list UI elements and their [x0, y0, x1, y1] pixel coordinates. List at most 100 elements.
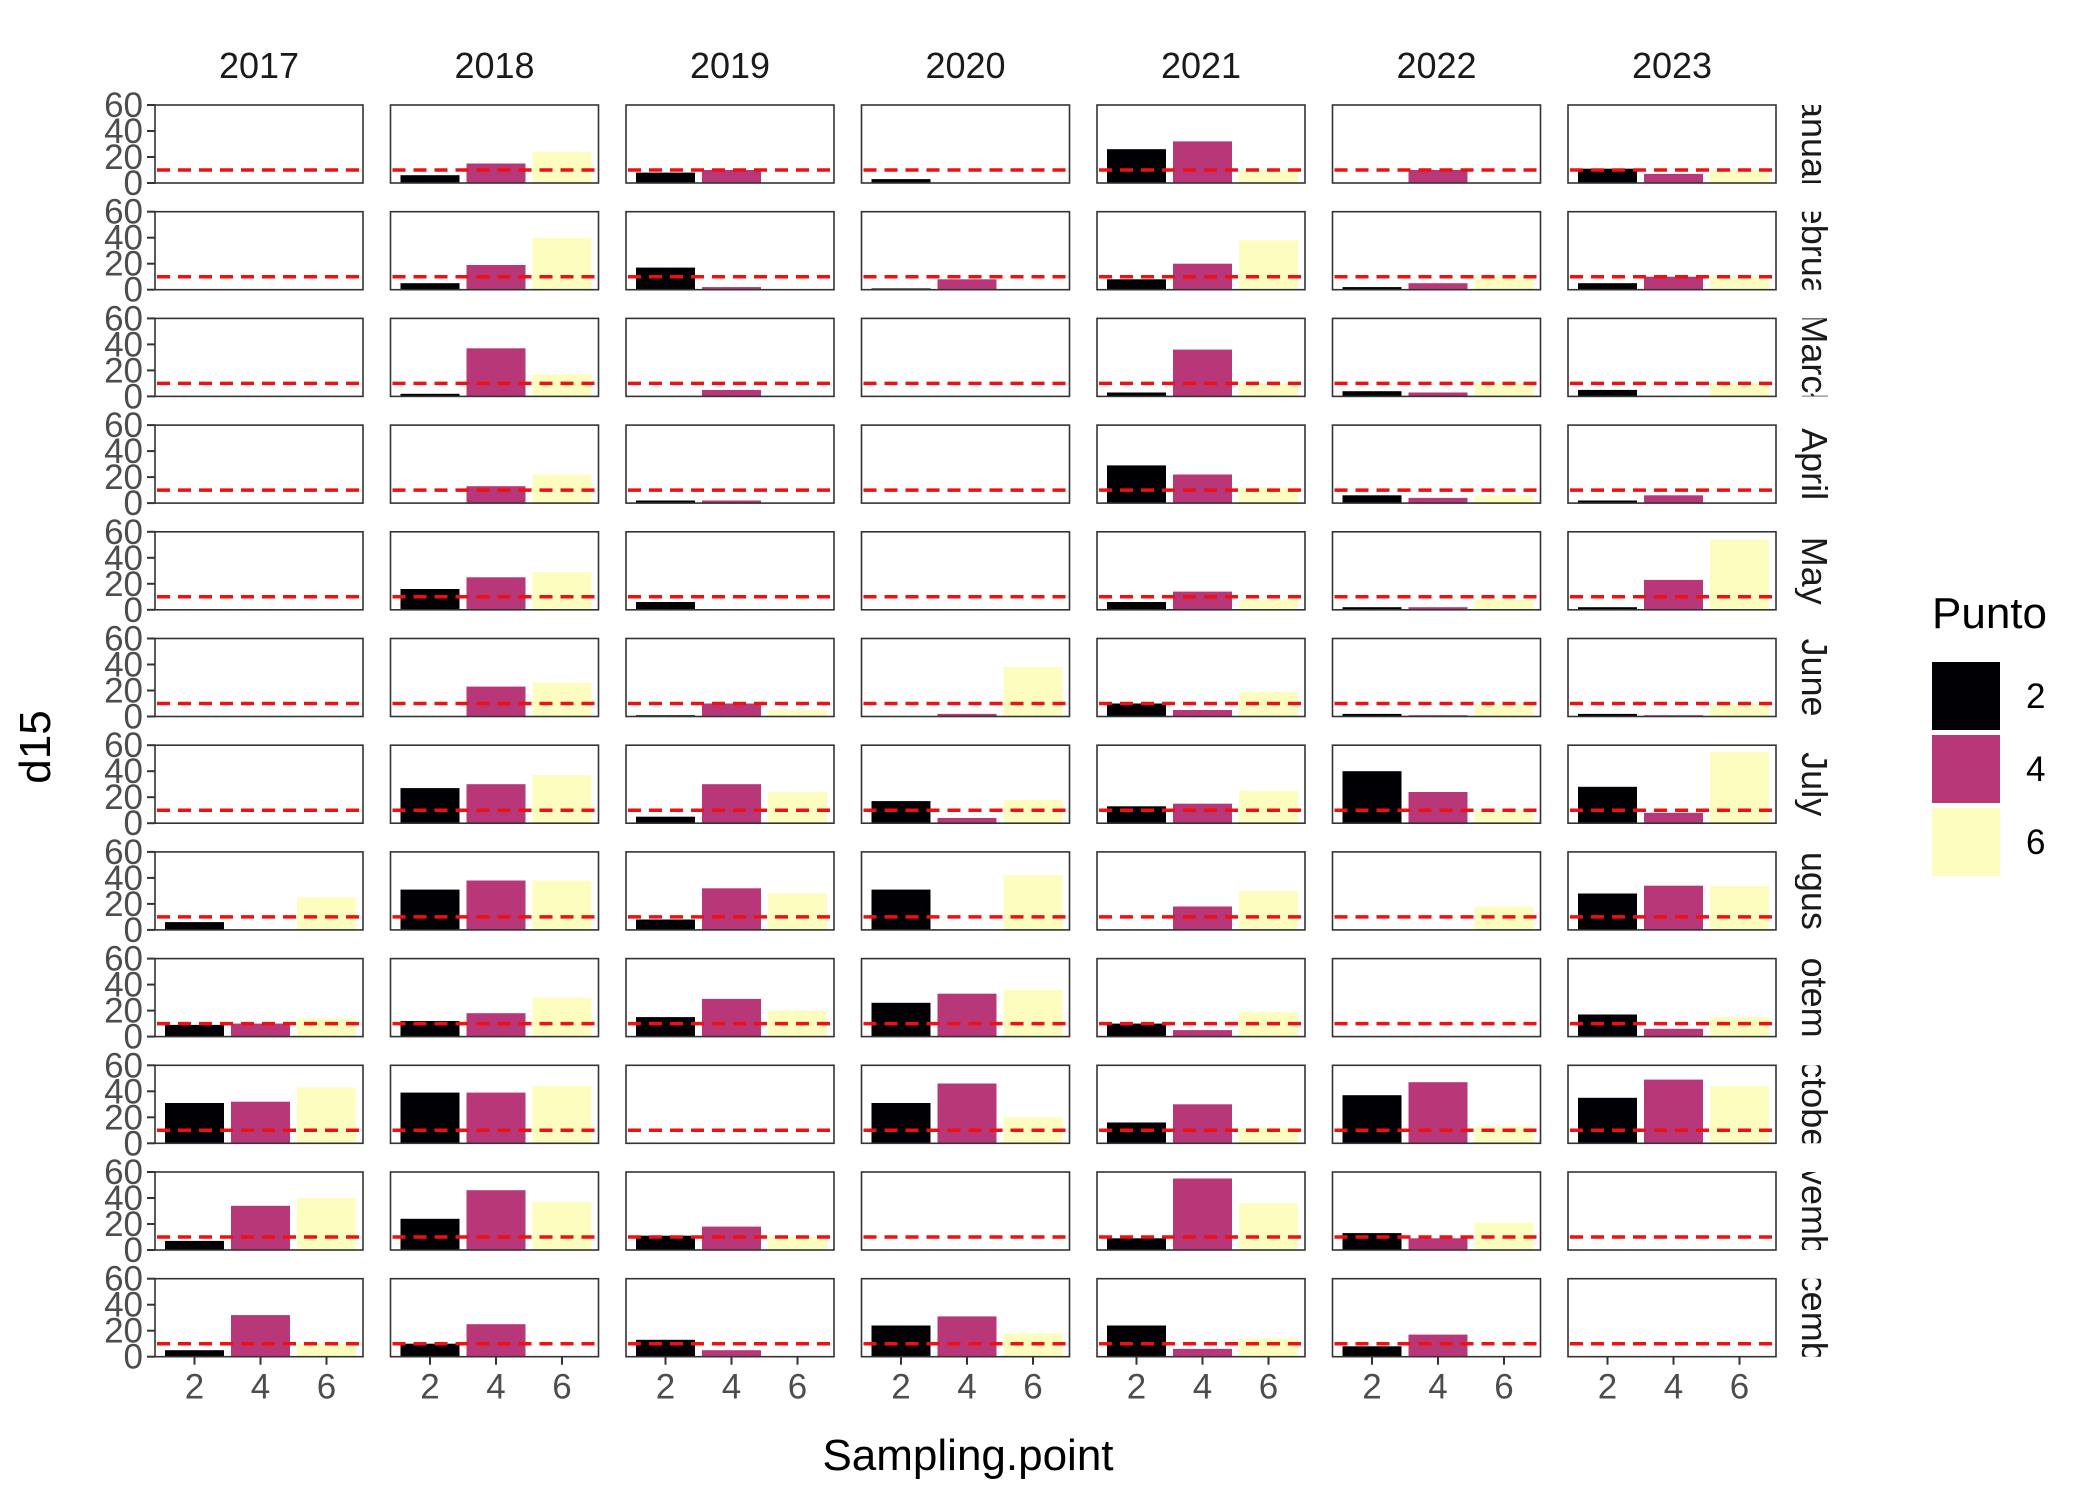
bar: [1239, 890, 1298, 930]
bar: [702, 287, 761, 290]
bar: [702, 784, 761, 824]
bar: [871, 1002, 931, 1037]
panel-border: [1096, 104, 1306, 184]
bar: [871, 1103, 931, 1144]
panel-border: [860, 957, 1071, 1038]
facet-panel: [1567, 851, 1777, 931]
facet-row-labels: anuar ebrua Marcł April May June July ugus otem c…: [1794, 105, 1835, 1357]
legend-swatch: [1932, 808, 2000, 876]
facet-panel: [154, 851, 364, 931]
bar: [871, 1325, 931, 1357]
panel-border: [1331, 104, 1542, 184]
bar: [1342, 1346, 1402, 1357]
panel-border: [860, 1277, 1071, 1358]
bar: [1342, 1095, 1402, 1144]
facet-panel: [154, 210, 364, 291]
bar: [1239, 170, 1298, 183]
x-tick-label: 4: [1193, 1368, 1212, 1407]
legend-label: 2: [2026, 677, 2045, 716]
facet-panel: [625, 210, 835, 291]
facet-panel: [154, 104, 364, 184]
facet-panel: [625, 317, 835, 398]
facet-row-label: otem: [1794, 958, 1835, 1038]
bar: [636, 172, 695, 183]
panel-border: [625, 851, 835, 931]
bar: [1003, 989, 1063, 1037]
bar: [1107, 602, 1166, 610]
y-tick-label: 20: [104, 351, 143, 390]
y-tick-label: 40: [104, 432, 143, 471]
bar: [466, 1092, 526, 1144]
facet-panel: [1567, 530, 1777, 611]
panel-border: [860, 1064, 1071, 1145]
panel-border: [1567, 957, 1777, 1038]
panel-border: [1096, 530, 1306, 611]
bar: [1342, 607, 1402, 610]
facet-row-label: June: [1794, 638, 1835, 716]
bar: [768, 710, 827, 717]
facet-panel: [389, 1171, 600, 1251]
bar: [532, 572, 592, 610]
bar: [871, 179, 931, 183]
bar: [466, 880, 526, 930]
bar: [1239, 1203, 1298, 1250]
facet-panel: [1096, 851, 1306, 931]
bar: [400, 1021, 460, 1037]
facet-panel: [1331, 104, 1542, 184]
bar: [400, 1343, 460, 1357]
panel-border: [625, 744, 835, 825]
facet-panel: [625, 1064, 835, 1145]
bar: [400, 889, 460, 930]
y-tick-label: 20: [104, 458, 143, 497]
bar: [532, 237, 592, 290]
panel-border: [1096, 317, 1306, 398]
bar: [231, 1315, 290, 1357]
facet-panel: [1096, 637, 1306, 718]
panel-border: [389, 1277, 600, 1358]
facet-panel: [1096, 424, 1306, 504]
y-tick-label: 60: [104, 299, 143, 338]
bar: [1644, 1079, 1703, 1144]
y-tick-label: 0: [124, 164, 143, 203]
bar: [1408, 170, 1468, 183]
y-tick-label: 60: [104, 1153, 143, 1192]
bar: [400, 393, 460, 397]
facet-panel: [860, 424, 1071, 504]
y-tick-label: 20: [104, 885, 143, 924]
panel-border: [154, 424, 364, 504]
bar: [165, 1350, 224, 1357]
facet-panel: [1331, 851, 1542, 931]
facet-panel: [389, 1277, 600, 1358]
panel-border: [389, 210, 600, 291]
y-tick-label: 60: [104, 513, 143, 552]
facet-panel: [1331, 317, 1542, 398]
bar: [1173, 906, 1232, 930]
y-tick-label: 0: [124, 698, 143, 737]
bar: [1474, 599, 1534, 610]
panel-border: [154, 957, 364, 1038]
facet-row-label: Marcł: [1794, 313, 1835, 401]
bar: [702, 998, 761, 1037]
facet-panel: [154, 744, 364, 825]
legend-title: Punto: [1932, 589, 2047, 638]
facet-panel: [154, 957, 364, 1038]
x-axis-title: Sampling.point: [822, 1431, 1113, 1480]
bar: [1578, 893, 1637, 930]
bar: [1644, 173, 1703, 183]
y-tick-label: 40: [104, 219, 143, 258]
facet-panel: [1331, 957, 1542, 1038]
y-tick-label: 20: [104, 992, 143, 1031]
bar: [1408, 792, 1468, 824]
facet-panel: [1567, 104, 1777, 184]
facet-panel: [1096, 104, 1306, 184]
panel-border: [389, 637, 600, 718]
bar: [532, 1086, 592, 1144]
bar: [400, 788, 460, 824]
bar: [466, 265, 526, 290]
facet-panel: [389, 210, 600, 291]
x-tick-label: 2: [420, 1368, 439, 1407]
panel-border: [1096, 210, 1306, 291]
facet-panel: [625, 530, 835, 611]
x-tick-label: 6: [1494, 1368, 1513, 1407]
